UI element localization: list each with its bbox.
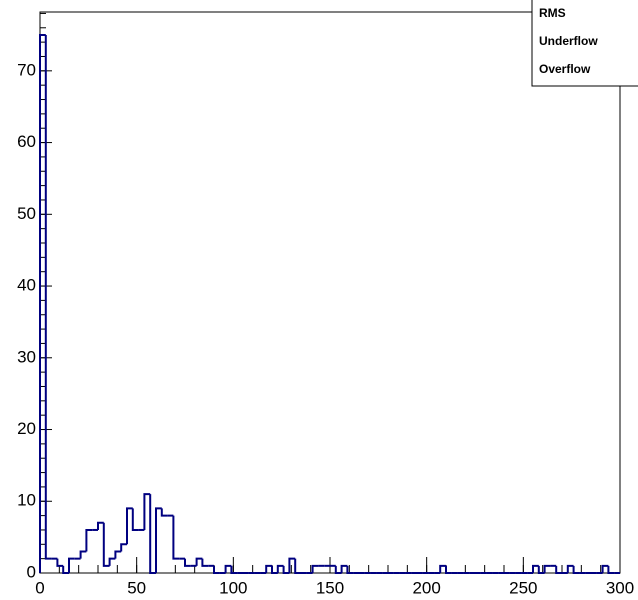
- y-tick-label: 50: [17, 204, 36, 223]
- histogram-bin: [97, 521, 104, 530]
- histogram-bin: [601, 564, 609, 573]
- x-tick-label: 200: [412, 578, 440, 597]
- histogram-bin: [294, 558, 301, 574]
- histogram-bin: [282, 565, 290, 574]
- x-tick-label: 250: [509, 578, 537, 597]
- histogram-bin: [172, 515, 180, 560]
- y-tick-label: 10: [17, 491, 36, 510]
- histogram-bin: [288, 557, 296, 573]
- stats-label: RMS: [539, 6, 566, 20]
- histogram-bin: [62, 565, 69, 574]
- histogram-bin: [265, 564, 272, 573]
- histogram-bin: [56, 558, 64, 567]
- histogram-bin: [120, 543, 127, 552]
- histogram-bin: [543, 564, 551, 573]
- histogram-bin: [143, 493, 151, 530]
- histogram-bin: [537, 565, 545, 574]
- stats-frame: [531, 0, 638, 87]
- x-tick-label: 100: [219, 578, 247, 597]
- histogram-bin: [44, 34, 52, 560]
- histogram-bin: [572, 565, 580, 574]
- histogram-bin: [79, 550, 87, 559]
- histogram-bin: [201, 558, 209, 567]
- histogram-bin: [184, 558, 191, 567]
- histogram-bin: [276, 564, 284, 573]
- y-tick-label: 20: [17, 419, 36, 438]
- y-tick-label: 40: [17, 276, 36, 295]
- histogram-bin: [126, 507, 133, 545]
- histogram-bin: [346, 565, 354, 574]
- histogram-bin: [555, 565, 562, 574]
- x-tick-label: 0: [35, 578, 44, 597]
- y-tick-label: 70: [17, 60, 36, 79]
- histogram-bin: [85, 528, 93, 552]
- x-tick-label: 150: [316, 578, 344, 597]
- histogram-bin: [114, 550, 122, 559]
- x-tick-label: 300: [606, 578, 634, 597]
- histogram-bin: [131, 508, 139, 531]
- histogram-bin: [160, 508, 168, 517]
- histogram-bin: [224, 564, 232, 573]
- histogram-bin: [155, 507, 162, 573]
- histogram-bin: [230, 565, 238, 574]
- histogram-bin: [108, 557, 116, 566]
- y-tick-label: 30: [17, 347, 36, 366]
- histogram-bin: [439, 564, 446, 573]
- histogram-bin: [340, 564, 348, 573]
- histogram-bin: [311, 564, 319, 573]
- histogram-bin: [39, 33, 46, 573]
- histogram-bin: [532, 564, 539, 573]
- histogram-bin: [195, 557, 203, 566]
- y-tick-label: 0: [27, 562, 36, 581]
- stats-box: RMS Underflow Overflow: [531, 0, 638, 87]
- histogram-bin: [607, 565, 615, 574]
- histogram-bin: [271, 565, 278, 574]
- histogram-bin: [102, 522, 110, 567]
- plot-frame: [39, 11, 621, 574]
- histogram-bin: [445, 565, 452, 574]
- histogram-bin: [566, 564, 574, 573]
- histogram-bin: [213, 565, 220, 574]
- stats-label: Overflow: [539, 62, 591, 76]
- y-tick-label: 60: [17, 132, 36, 151]
- stats-label: Underflow: [539, 34, 598, 48]
- histogram-bin: [68, 557, 75, 573]
- x-tick-label: 50: [127, 578, 146, 597]
- histogram-bin: [334, 565, 342, 574]
- histogram-bin: [149, 494, 156, 574]
